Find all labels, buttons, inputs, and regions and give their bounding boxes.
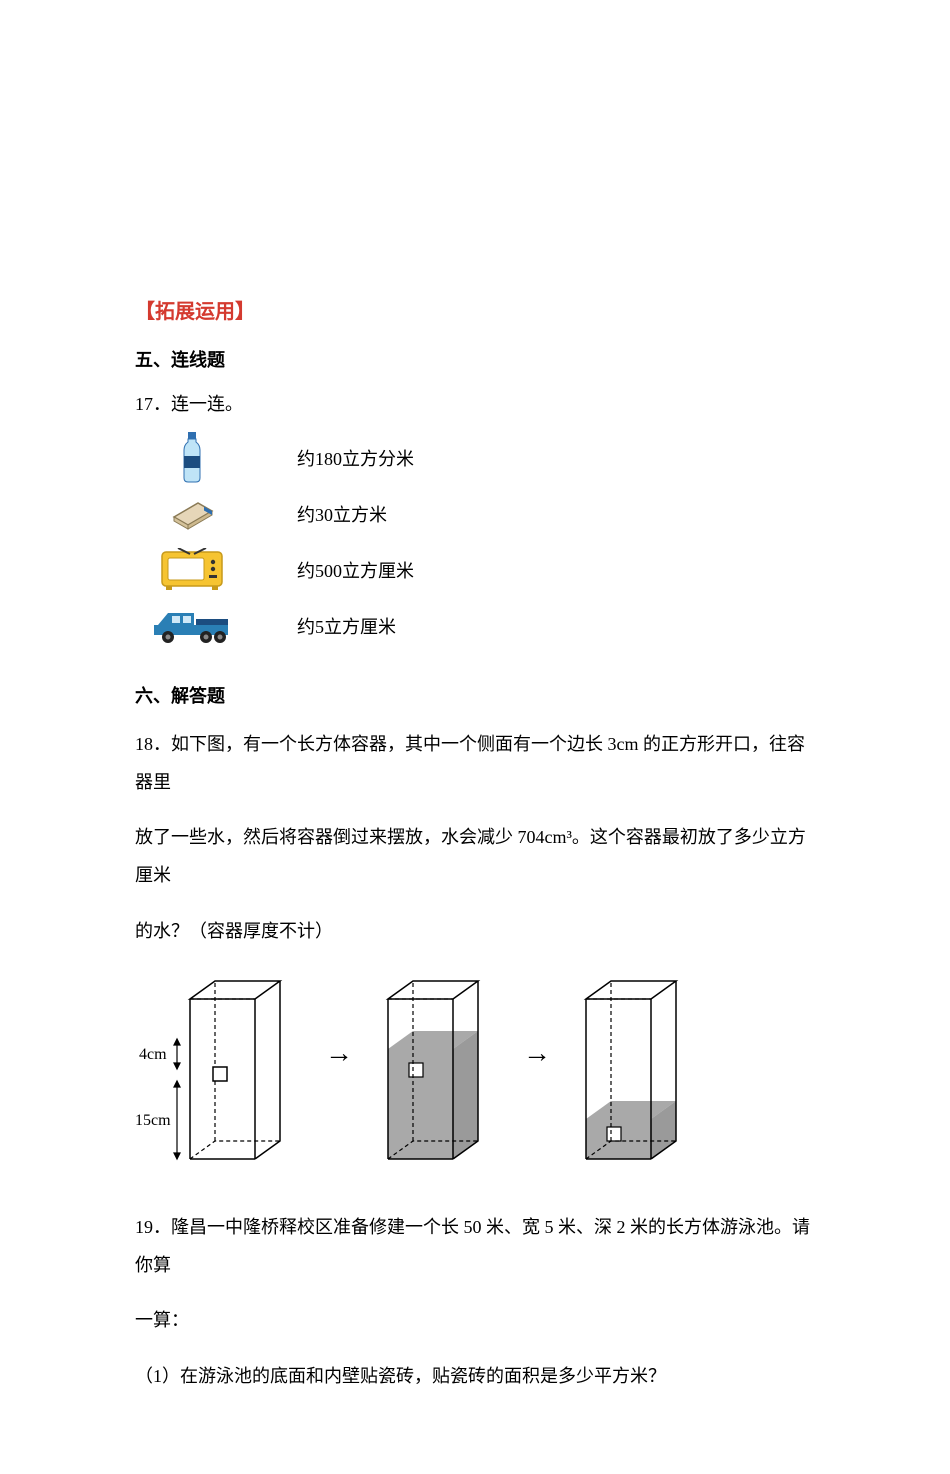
match-row: 约180立方分米 <box>147 430 815 486</box>
truck-icon <box>147 607 237 645</box>
arrow-icon: → <box>325 1038 353 1100</box>
match-label: 约180立方分米 <box>297 445 414 471</box>
match-row: 约5立方厘米 <box>147 598 815 654</box>
q18-label-15cm: 15cm <box>135 1112 171 1129</box>
eraser-icon <box>147 497 237 531</box>
subsection-5-heading: 五、连线题 <box>135 346 815 372</box>
q18-line2: 放了一些水，然后将容器倒过来摆放，水会减少 704cm³。这个容器最初放了多少立… <box>135 819 815 895</box>
arrow-icon: → <box>523 1038 551 1100</box>
q17-prompt: 17．连一连。 <box>135 386 815 424</box>
q18-cuboid-2 <box>373 969 503 1169</box>
subsection-6-heading: 六、解答题 <box>135 682 815 708</box>
q18-cuboid-1: 4cm 15cm <box>135 969 305 1169</box>
q19-line3: （1）在游泳池的底面和内壁贴瓷砖，贴瓷砖的面积是多少平方米？ <box>135 1358 815 1396</box>
bottle-icon <box>147 432 237 484</box>
match-row: 约30立方米 <box>147 486 815 542</box>
q18-line3: 的水？（容器厚度不计） <box>135 913 815 951</box>
match-label: 约500立方厘米 <box>297 557 414 583</box>
q18-label-4cm: 4cm <box>139 1046 167 1063</box>
match-label: 约30立方米 <box>297 501 387 527</box>
matching-block: 约180立方分米 约30立方米 <box>147 430 815 654</box>
q18-line1: 18．如下图，有一个长方体容器，其中一个侧面有一个边长 3cm 的正方形开口，往… <box>135 726 815 802</box>
page: 【拓展运用】 五、连线题 17．连一连。 约180立方分米 <box>0 0 950 1474</box>
microwave-icon <box>147 548 237 592</box>
match-label: 约5立方厘米 <box>297 613 396 639</box>
q18-cuboid-3 <box>571 969 701 1169</box>
match-row: 约500立方厘米 <box>147 542 815 598</box>
q19-line2: 一算： <box>135 1302 815 1340</box>
q19-line1: 19．隆昌一中隆桥释校区准备修建一个长 50 米、宽 5 米、深 2 米的长方体… <box>135 1209 815 1285</box>
section-title: 【拓展运用】 <box>135 295 815 324</box>
q18-diagram: 4cm 15cm → <box>135 969 815 1169</box>
